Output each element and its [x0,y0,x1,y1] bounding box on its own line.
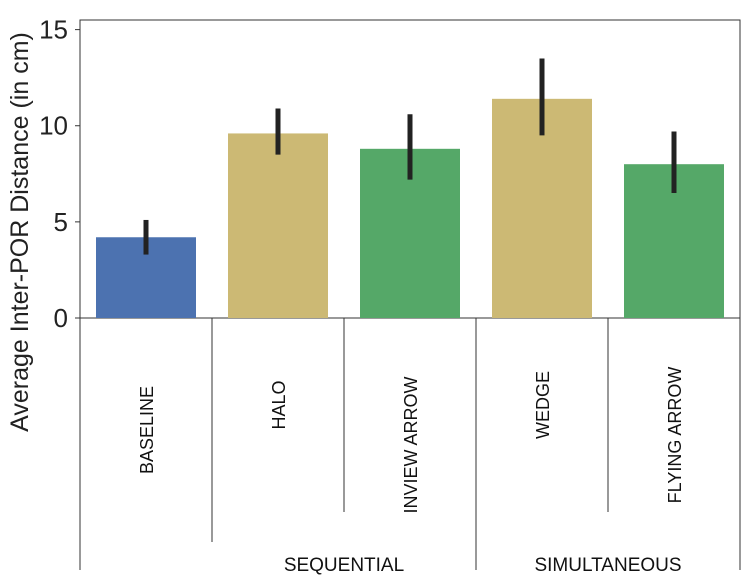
category-label: INVIEW ARROW [401,376,421,513]
category-label: HALO [269,380,289,429]
y-tick-label: 0 [54,303,68,333]
y-tick-label: 15 [39,15,68,45]
category-label: BASELINE [137,386,157,474]
group-label: SIMULTANEOUS [534,555,681,576]
bar [228,133,328,318]
y-tick-label: 10 [39,111,68,141]
y-tick-label: 5 [54,207,68,237]
group-label: SEQUENTIAL [284,555,404,576]
category-axis: BASELINE HALO INVIEW ARROW WEDGE FLYING ARRO… [79,318,741,576]
y-axis-label: Average Inter-POR Distance (in cm) [6,32,34,432]
category-label: FLYING ARROW [665,367,685,504]
category-label: WEDGE [533,371,553,439]
error-bars [143,58,677,255]
y-axis: 0 5 10 15 [39,15,80,333]
